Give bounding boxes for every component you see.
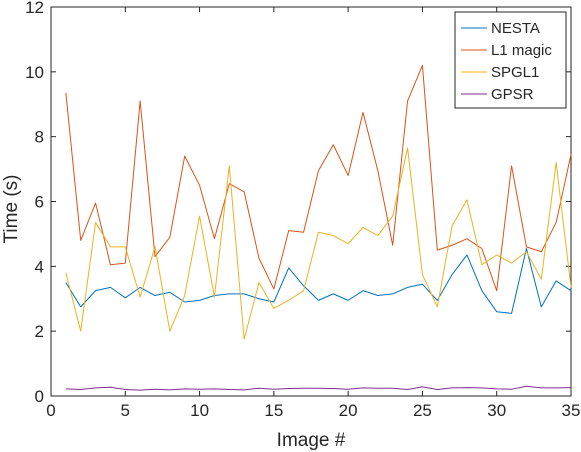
y-tick-label: 4 [35, 257, 44, 276]
legend-label-nesta: NESTA [491, 20, 540, 37]
legend-label-gpsr: GPSR [491, 86, 534, 103]
x-tick-label: 30 [487, 401, 506, 420]
x-tick-label: 10 [190, 401, 209, 420]
legend-label-l1-magic: L1 magic [491, 42, 552, 59]
series-line-gpsr [65, 385, 572, 391]
y-tick-label: 0 [35, 387, 44, 406]
legend: NESTA L1 magic SPGL1 GPSR [454, 11, 567, 109]
series-line-l1-magic [65, 64, 572, 292]
x-tick-label: 35 [562, 401, 581, 420]
x-tick-label: 15 [264, 401, 283, 420]
y-tick-label: 6 [35, 193, 44, 212]
x-axis-label: Image # [277, 430, 346, 451]
y-tick-label: 2 [35, 322, 44, 341]
y-tick-label: 8 [35, 128, 44, 147]
x-tick-label: 5 [121, 401, 130, 420]
series-lines [65, 64, 572, 391]
axes: 0 5 10 15 20 25 30 35 0 2 4 6 8 10 12 [25, 0, 580, 420]
x-tick-label: 25 [413, 401, 432, 420]
series-line-nesta [65, 248, 572, 314]
y-tick-label: 12 [25, 0, 44, 17]
x-tick-label: 20 [339, 401, 358, 420]
legend-label-spgl1: SPGL1 [491, 64, 539, 81]
y-axis-label: Time (s) [1, 175, 22, 244]
series-line-spgl1 [65, 147, 572, 340]
x-tick-label: 0 [46, 401, 55, 420]
y-tick-label: 10 [25, 63, 44, 82]
